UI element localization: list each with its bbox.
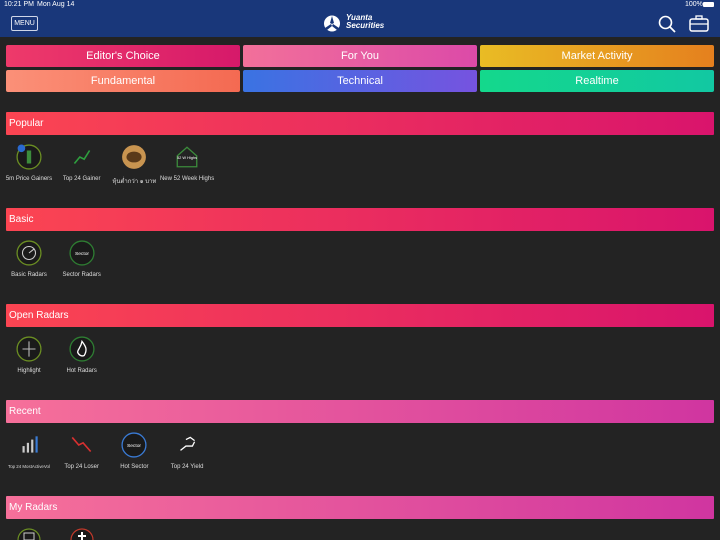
radar-item[interactable]: Top 24 MostActiveVol	[0, 432, 64, 476]
my-radar-icon[interactable]	[17, 527, 41, 540]
radar-item[interactable]: Top 24 Gainer	[47, 144, 117, 188]
icon-text: 52 W Highs	[177, 155, 197, 160]
icon-ring	[121, 432, 147, 458]
section-header: My Radars	[6, 496, 714, 519]
radar-item[interactable]: 5m 5m Price Gainers	[0, 144, 64, 188]
category-tab[interactable]: For You	[243, 45, 477, 67]
section-header: Recent	[6, 400, 714, 423]
radar-item[interactable]: Sector Hot Sector	[99, 432, 169, 476]
logo-line1: Yuanta	[346, 13, 373, 22]
radar-item[interactable]: Highlight	[0, 336, 64, 380]
icon-shape	[26, 150, 32, 164]
item-label: Hot Sector	[120, 464, 149, 470]
section-header: Basic	[6, 208, 714, 231]
item-label: Sector Radars	[62, 272, 101, 278]
header-bar	[0, 0, 720, 37]
icon-shape	[126, 151, 142, 163]
menu-button[interactable]: MENU	[11, 16, 38, 31]
radar-item[interactable]: Sector Sector Radars	[47, 240, 117, 284]
icon-shape	[73, 150, 90, 165]
icon-shape	[76, 339, 87, 357]
section-title: My Radars	[9, 502, 58, 513]
radar-item[interactable]: Top 24 Loser	[47, 432, 117, 476]
radar-icon	[69, 336, 95, 362]
battery-icon	[703, 2, 714, 7]
icon-shape	[180, 436, 196, 451]
section-header: Popular	[6, 112, 714, 135]
icon-shape	[22, 446, 25, 453]
item-label: Top 24 Yield	[170, 464, 204, 470]
status-time: 10:21 PM	[4, 1, 34, 8]
radar-item[interactable]: Hot Radars	[47, 336, 117, 380]
icon-shape	[71, 436, 91, 453]
icon-shape	[31, 439, 34, 453]
status-battery: 100%	[685, 1, 703, 8]
item-label: Top 24 Gainer	[62, 176, 101, 182]
radar-icon: 5m	[16, 144, 42, 170]
category-tab[interactable]: Fundamental	[6, 70, 240, 92]
radar-icon: Sector	[121, 432, 147, 458]
radar-icon	[122, 145, 147, 169]
radar-item[interactable]: 52 W Highs New 52 Week Highs	[152, 144, 222, 188]
radar-icon	[180, 436, 196, 451]
category-tab[interactable]: Technical	[243, 70, 477, 92]
item-label: 5m Price Gainers	[5, 176, 53, 182]
item-label: Highlight	[17, 368, 41, 374]
item-label: Hot Radars	[66, 368, 97, 374]
icon-badge	[17, 144, 26, 153]
radar-icon	[22, 436, 38, 453]
item-label: Top 24 MostActiveVol	[8, 464, 50, 469]
icon-ring	[69, 240, 95, 266]
icon-shape	[21, 245, 37, 261]
status-date: Mon Aug 14	[37, 1, 75, 8]
icon-shape	[28, 248, 35, 254]
radar-icon	[16, 240, 42, 266]
radar-item[interactable]: หุ้นต่ำกว่า ๑ บาท	[99, 144, 169, 188]
icon-shape	[22, 341, 36, 357]
icon-shape	[35, 436, 38, 453]
radar-icon: Sector	[69, 240, 95, 266]
category-tab[interactable]: Market Activity	[480, 45, 714, 67]
logo-mark	[324, 15, 340, 32]
section-title: Recent	[9, 406, 41, 417]
logo-line2: Securities	[346, 21, 385, 30]
radar-item[interactable]: Top 24 Yield	[152, 432, 222, 476]
item-label: New 52 Week Highs	[159, 176, 215, 182]
radar-icon	[73, 150, 90, 165]
radar-item[interactable]: Basic Radars	[0, 240, 64, 284]
section-title: Open Radars	[9, 310, 69, 321]
radar-icon: 52 W Highs	[176, 146, 198, 168]
add-radar-button[interactable]	[70, 527, 94, 540]
section-header: Open Radars	[6, 304, 714, 327]
radar-icon	[71, 436, 91, 453]
radar-icon	[16, 336, 42, 362]
search-icon[interactable]	[658, 15, 676, 33]
section-title: Basic	[9, 214, 34, 225]
icon-text: Sector	[75, 251, 89, 257]
icon-text: Sector	[127, 443, 141, 449]
item-label: Top 24 Loser	[64, 464, 100, 470]
icon-ring	[69, 336, 95, 362]
portfolio-icon[interactable]	[689, 15, 709, 32]
item-label: Basic Radars	[11, 272, 47, 278]
category-tab[interactable]: Editor's Choice	[6, 45, 240, 67]
section-title: Popular	[9, 118, 44, 129]
icon-shape	[26, 442, 29, 453]
category-tab[interactable]: Realtime	[480, 70, 714, 92]
item-label: หุ้นต่ำกว่า ๑ บาท	[112, 179, 157, 185]
icon-shape	[176, 146, 198, 168]
